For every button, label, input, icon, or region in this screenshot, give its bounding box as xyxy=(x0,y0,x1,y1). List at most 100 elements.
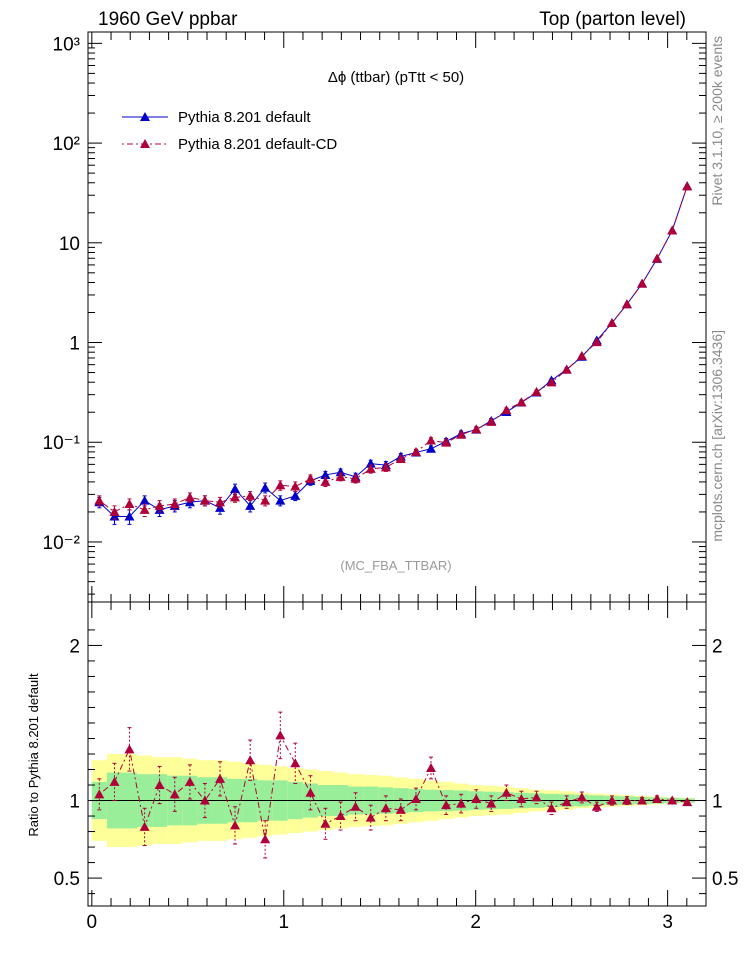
data-point-cd xyxy=(546,377,557,387)
data-point-cd xyxy=(275,480,286,490)
data-point-cd xyxy=(425,435,436,445)
data-point-cd xyxy=(199,495,210,505)
ratio-point xyxy=(486,798,497,808)
ratio-point xyxy=(380,803,391,813)
data-point-cd xyxy=(350,473,361,483)
ratio-point xyxy=(260,834,271,844)
data-point-cd xyxy=(441,437,452,447)
ratio-point xyxy=(124,744,135,754)
x-tick-label: 2 xyxy=(470,912,481,933)
y-tick-label: 10⁻¹ xyxy=(43,433,81,454)
legend: Pythia 8.201 default Pythia 8.201 defaul… xyxy=(122,109,337,153)
ratio-point xyxy=(275,730,286,740)
data-point-cd xyxy=(516,397,527,407)
data-point-default xyxy=(109,511,120,521)
data-point-default xyxy=(275,495,286,505)
main-plot xyxy=(94,181,693,525)
data-point-default xyxy=(335,467,346,477)
mcplots-label: mcplots.cern.ch [arXiv:1306.3436] xyxy=(709,330,725,542)
legend-marker-default xyxy=(140,112,150,121)
data-point-cd xyxy=(290,481,301,491)
ratio-point xyxy=(576,792,587,802)
ratio-point xyxy=(621,795,632,805)
y-tick-label: 1 xyxy=(69,334,80,355)
ratio-point xyxy=(320,818,331,828)
y-tick-label: 10³ xyxy=(53,34,80,55)
ratio-point xyxy=(471,793,482,803)
plot-title: Δϕ (ttbar) (pTtt < 50) xyxy=(328,69,464,86)
data-point-default xyxy=(124,511,135,521)
data-point-cd xyxy=(139,504,150,514)
ratio-point xyxy=(591,801,602,811)
data-point-cd xyxy=(320,476,331,486)
axes: 10⁻² 10⁻¹ 1 10 10² 10³ 0.5 0.5 1 1 2 2 0 1 2 3 xyxy=(43,31,738,933)
data-point-cd xyxy=(94,495,105,505)
ratio-point xyxy=(94,789,105,799)
data-point-cd xyxy=(184,492,195,502)
x-tick-label: 1 xyxy=(278,912,289,933)
data-point-cd xyxy=(124,499,135,509)
data-point-cd xyxy=(169,499,180,509)
data-point-cd xyxy=(501,405,512,415)
ratio-y-tick-label: 0.5 xyxy=(54,869,80,890)
ratio-y-tick-label-right: 0.5 xyxy=(712,869,738,890)
series-line-default xyxy=(98,185,688,518)
data-point-cd xyxy=(245,490,256,500)
data-point-cd xyxy=(395,453,406,463)
x-tick-label: 3 xyxy=(662,912,673,933)
header-right: Top (parton level) xyxy=(539,9,686,30)
ratio-point xyxy=(456,798,467,808)
data-point-default xyxy=(230,483,241,493)
data-point-default xyxy=(139,495,150,505)
data-point-cd xyxy=(531,386,542,396)
ratio-point xyxy=(501,787,512,797)
data-point-cd xyxy=(606,317,617,327)
data-point-cd xyxy=(230,492,241,502)
ratio-line xyxy=(99,733,688,840)
data-point-cd xyxy=(471,424,482,434)
data-point-default xyxy=(290,490,301,500)
ratio-point xyxy=(305,787,316,797)
data-point-cd xyxy=(305,473,316,483)
data-point-default xyxy=(260,482,271,492)
data-point-cd xyxy=(486,416,497,426)
ratio-y-tick-label-right: 1 xyxy=(712,792,723,813)
ratio-point xyxy=(411,793,422,803)
ratio-point xyxy=(184,776,195,786)
data-point-cd xyxy=(682,181,693,191)
ratio-point xyxy=(441,800,452,810)
data-point-cd xyxy=(652,253,663,263)
data-point-cd xyxy=(591,337,602,347)
data-point-default xyxy=(245,500,256,510)
data-point-cd xyxy=(561,364,572,374)
header-left: 1960 GeV ppbar xyxy=(98,9,238,30)
ratio-point xyxy=(652,793,663,803)
data-point-default xyxy=(320,469,331,479)
ratio-point xyxy=(199,795,210,805)
x-tick-label: 0 xyxy=(87,912,98,933)
series-line-cd xyxy=(99,186,688,513)
ratio-point xyxy=(637,795,648,805)
data-point-cd xyxy=(667,225,678,235)
ratio-point xyxy=(290,758,301,768)
rivet-label: Rivet 3.1.10, ≥ 200k events xyxy=(709,36,725,206)
ratio-point xyxy=(606,795,617,805)
ratio-point xyxy=(395,804,406,814)
ratio-point xyxy=(230,820,241,830)
ratio-point xyxy=(425,762,436,772)
data-point-cd xyxy=(576,350,587,360)
data-point-cd xyxy=(365,463,376,473)
data-point-cd xyxy=(637,278,648,288)
ratio-point xyxy=(516,793,527,803)
y-tick-label: 10 xyxy=(59,234,80,255)
data-point-cd xyxy=(456,429,467,439)
data-point-cd xyxy=(109,506,120,516)
ratio-ylabel: Ratio to Pythia 8.201 default xyxy=(26,673,41,837)
ratio-point xyxy=(667,795,678,805)
legend-marker-cd xyxy=(140,139,150,148)
ratio-point xyxy=(109,776,120,786)
ratio-frame xyxy=(87,601,707,907)
ratio-point xyxy=(350,801,361,811)
y-tick-label: 10² xyxy=(53,134,80,155)
